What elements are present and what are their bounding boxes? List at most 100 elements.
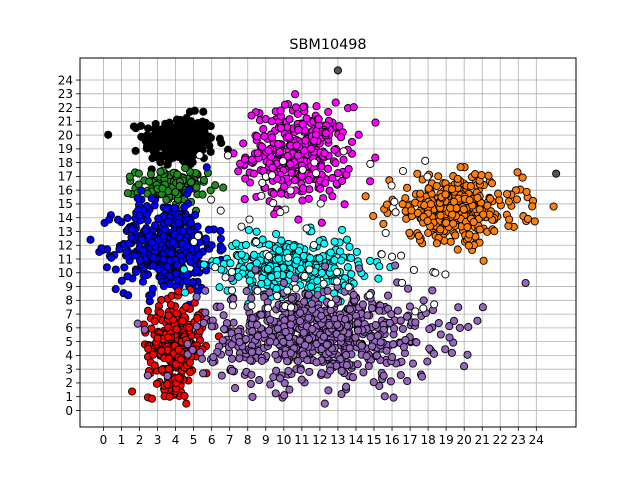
data-point (248, 392, 257, 401)
data-point (247, 370, 256, 379)
data-point (174, 373, 183, 382)
data-point (266, 380, 275, 389)
data-point (303, 356, 312, 365)
data-point (150, 317, 159, 326)
data-point (352, 247, 361, 256)
x-tick-label: 17 (402, 433, 417, 447)
data-point (248, 327, 257, 336)
data-point (290, 176, 299, 185)
data-point (357, 341, 366, 350)
data-point (157, 365, 166, 374)
data-point (388, 353, 397, 362)
data-point (170, 138, 179, 147)
data-point (319, 332, 328, 341)
data-point (165, 392, 174, 401)
data-point (178, 316, 187, 325)
data-point (275, 246, 284, 255)
data-point (122, 247, 131, 256)
data-point (290, 274, 299, 283)
data-point (248, 314, 257, 323)
data-point (223, 151, 232, 160)
data-point (137, 132, 146, 141)
data-point (436, 211, 445, 220)
data-point (324, 386, 333, 395)
data-point (216, 234, 225, 243)
data-point (186, 368, 195, 377)
data-point (343, 263, 352, 272)
data-point (260, 132, 269, 141)
data-point (375, 262, 384, 271)
data-point (135, 256, 145, 265)
data-point (299, 184, 308, 193)
data-point (316, 199, 325, 208)
data-point (403, 376, 412, 386)
data-point (353, 326, 363, 335)
data-point (234, 272, 243, 281)
data-point (186, 160, 195, 169)
data-point (264, 264, 273, 273)
data-point (338, 176, 347, 185)
data-point (241, 174, 250, 183)
data-point (192, 266, 201, 275)
data-point (284, 366, 293, 376)
data-point (286, 349, 295, 358)
data-point (322, 340, 331, 349)
data-point (320, 239, 329, 248)
data-point (372, 351, 381, 360)
data-point (359, 368, 368, 377)
data-point (133, 194, 142, 203)
data-point (252, 259, 261, 268)
x-tick-label: 6 (208, 433, 216, 447)
data-point (235, 354, 244, 363)
data-point (180, 391, 189, 400)
data-point (455, 323, 464, 332)
data-point (332, 277, 341, 286)
data-point (228, 366, 237, 375)
data-point (314, 115, 323, 124)
data-point (165, 271, 174, 280)
x-tick-label: 23 (511, 433, 526, 447)
data-point (434, 172, 443, 181)
data-point (459, 205, 468, 214)
data-point (300, 272, 309, 281)
data-point (179, 148, 188, 157)
data-point (149, 253, 158, 262)
y-tick-label: 5 (65, 335, 73, 349)
data-point (387, 252, 397, 261)
data-point (502, 189, 512, 199)
data-point (291, 90, 300, 99)
data-point (195, 251, 204, 260)
data-point (338, 225, 347, 234)
data-point (246, 356, 255, 365)
data-point (276, 208, 285, 217)
data-point (247, 347, 256, 357)
data-point (399, 343, 408, 352)
data-point (168, 238, 177, 247)
data-point (324, 107, 333, 117)
data-point (371, 118, 380, 127)
data-point (141, 226, 150, 235)
data-point (337, 366, 346, 375)
data-point (113, 215, 123, 224)
data-point (382, 346, 391, 355)
data-point (257, 142, 267, 151)
data-point (139, 271, 149, 280)
y-tick-label: 9 (65, 280, 73, 294)
data-point (301, 341, 310, 350)
data-point (229, 318, 238, 327)
data-point (404, 284, 413, 293)
data-point (145, 177, 154, 186)
data-point (393, 306, 402, 315)
data-point (194, 232, 203, 241)
data-point (268, 171, 277, 180)
data-point (460, 362, 469, 371)
data-point (245, 276, 254, 285)
data-point (174, 287, 183, 296)
data-point (143, 306, 152, 315)
data-point (409, 265, 418, 274)
data-point (193, 119, 202, 128)
data-point (174, 218, 183, 227)
x-tick-label: 5 (190, 433, 198, 447)
data-point (211, 263, 220, 272)
data-point (159, 282, 168, 291)
